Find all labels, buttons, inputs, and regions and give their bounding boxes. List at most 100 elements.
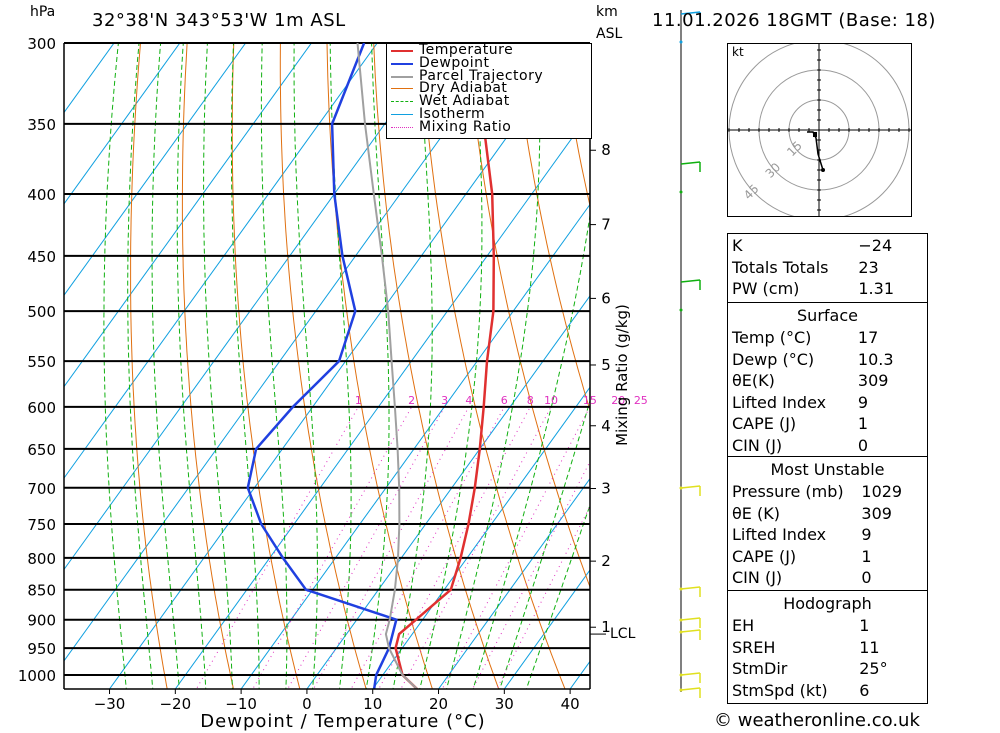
height-km-label: 8 — [601, 141, 611, 159]
index-row: SREH 11 — [728, 637, 927, 659]
dry-adiabat — [466, 43, 590, 589]
x-tick-label: 30 — [495, 695, 514, 713]
km-label: km — [596, 4, 618, 20]
index-value: −24 — [858, 236, 893, 256]
pressure-tick-label: 350 — [27, 116, 56, 134]
mixing-ratio-line — [472, 460, 590, 689]
index-label: SREH — [732, 637, 776, 657]
x-tick-label: 10 — [363, 695, 382, 713]
index-value: 1 — [861, 546, 872, 566]
legend-swatch — [391, 75, 413, 78]
isotherm-line — [64, 43, 247, 297]
height-km-label: 3 — [601, 480, 611, 498]
wet-adiabat — [203, 43, 233, 689]
x-tick-label: −10 — [225, 695, 257, 713]
wet-adiabat — [329, 43, 352, 689]
indices-most-unstable: Most Unstable Pressure (mb) 1029 θE (K) 309… — [727, 456, 928, 591]
index-value: 10.3 — [857, 349, 894, 369]
lcl-label: LCL — [610, 626, 636, 642]
wind-barb — [680, 672, 701, 676]
legend-swatch — [391, 62, 413, 65]
isotherm-line — [64, 43, 313, 388]
copyright[interactable]: © weatheronline.co.uk — [714, 710, 920, 731]
mu-title: Most Unstable — [770, 460, 885, 479]
legend-item: Wet Adiabat — [387, 94, 591, 108]
index-label: EH — [732, 616, 755, 636]
legend-item: Parcel Trajectory — [387, 69, 591, 83]
height-km-label: 1 — [601, 618, 611, 636]
isotherm-line — [64, 43, 378, 479]
legend-label: Dewpoint — [419, 54, 490, 71]
isotherm-line — [64, 43, 115, 114]
index-label: CAPE (J) — [732, 546, 797, 566]
index-label: Lifted Index — [732, 392, 827, 412]
pressure-tick-label: 900 — [27, 612, 56, 630]
index-label: Totals Totals — [732, 257, 829, 277]
index-label: StmSpd (kt) — [732, 680, 828, 700]
index-label: K — [732, 236, 743, 256]
wind-barb — [680, 617, 701, 621]
pressure-tick-label: 400 — [27, 186, 56, 204]
index-value: 23 — [858, 257, 879, 277]
legend-label: Dry Adiabat — [419, 80, 508, 97]
wet-adiabat — [176, 43, 207, 689]
legend-item: Temperature — [387, 42, 591, 58]
height-km-label: 5 — [601, 356, 611, 374]
hodograph-ring-label: 45 — [741, 182, 762, 203]
index-value: 1 — [857, 414, 869, 434]
index-value: 0 — [861, 568, 872, 588]
pressure-tick-label: 850 — [27, 582, 56, 600]
mixing-ratio-label: 25 — [634, 394, 648, 407]
location-title: 32°38'N 343°53'W 1m ASL — [92, 10, 346, 31]
hodograph-trace — [807, 131, 824, 171]
profile-temperature — [394, 43, 496, 689]
index-row: StmSpd (kt) 6 — [728, 680, 927, 702]
wet-adiabat — [293, 43, 318, 689]
wind-barbs — [679, 10, 701, 698]
wind-dot — [679, 308, 683, 312]
index-label: Lifted Index — [732, 525, 827, 545]
index-label: Pressure (mb) — [732, 482, 844, 502]
index-row: Dewp (°C) 10.3 — [728, 349, 927, 371]
wind-barb — [680, 485, 701, 489]
index-value: 11 — [859, 637, 880, 657]
legend-swatch — [391, 126, 413, 128]
wet-adiabat — [365, 43, 390, 689]
mixing-ratio-label: 2 — [408, 394, 415, 407]
index-value: 1 — [859, 616, 870, 636]
index-value: 9 — [857, 392, 869, 412]
surface-title: Surface — [797, 306, 858, 325]
dry-adiabat — [419, 43, 566, 689]
legend-label: Temperature — [419, 42, 514, 58]
mixing-ratio-label: 3 — [441, 394, 448, 407]
index-value: 9 — [861, 525, 872, 545]
index-label: θE (K) — [732, 503, 780, 523]
pressure-tick-label: 600 — [27, 399, 56, 417]
profile-dewpoint — [246, 43, 398, 689]
index-row: K −24 — [728, 235, 927, 257]
index-label: Dewp (°C) — [732, 349, 815, 369]
mixing-ratio-line — [441, 406, 590, 689]
hodograph-point — [821, 168, 825, 172]
dry-adiabat — [513, 43, 590, 412]
wind-barb — [680, 279, 701, 283]
legend-label: Isotherm — [419, 105, 486, 122]
index-row: CAPE (J) 1 — [728, 546, 927, 568]
index-row: CAPE (J) 1 — [728, 413, 927, 435]
index-value: 309 — [857, 371, 889, 391]
mixing-ratio-line — [312, 406, 470, 689]
pressure-tick-label: 500 — [27, 303, 56, 321]
dry-adiabat — [181, 43, 234, 689]
wind-dot — [679, 673, 683, 677]
index-row: CIN (J) 0 — [728, 435, 927, 457]
x-axis-label: Dewpoint / Temperature (°C) — [200, 711, 485, 732]
wet-adiabat — [419, 43, 483, 689]
mixing-ratio-line — [400, 406, 552, 689]
pressure-tick-label: 800 — [27, 550, 56, 568]
index-value: 0 — [857, 435, 869, 455]
datetime-title: 11.01.2026 18GMT (Base: 18) — [652, 10, 936, 31]
x-tick-label: −30 — [94, 695, 126, 713]
wet-adiabat — [446, 43, 541, 689]
height-km-label: 6 — [601, 289, 611, 307]
